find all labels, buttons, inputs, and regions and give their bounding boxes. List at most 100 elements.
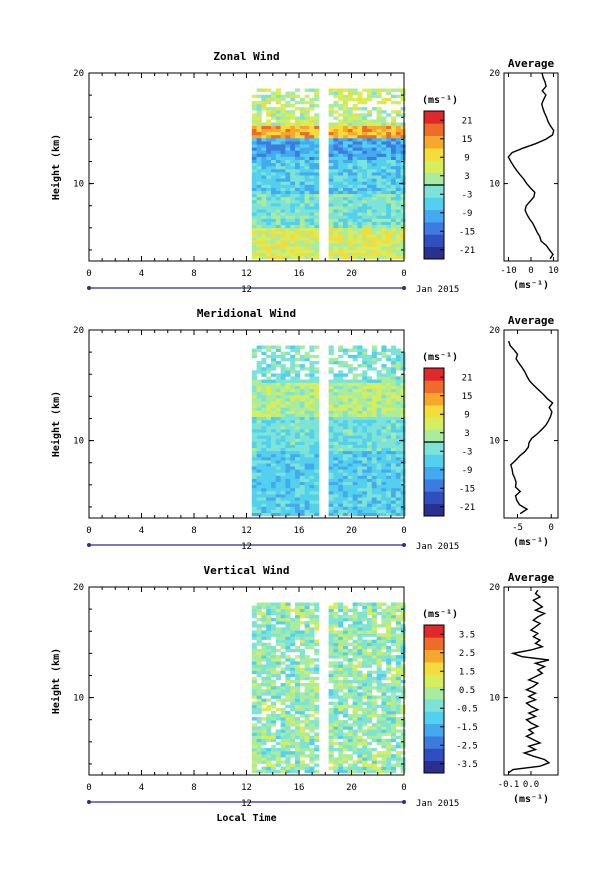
heatmap-cell — [304, 419, 310, 424]
heatmap-cell — [367, 141, 373, 145]
heatmap-cell — [285, 729, 291, 733]
heatmap-cell — [376, 410, 382, 414]
heatmap-cell — [271, 686, 277, 690]
heatmap-cell — [381, 602, 387, 606]
heatmap-cell — [261, 373, 267, 377]
heatmap-cell — [261, 512, 267, 517]
heatmap-cell — [299, 707, 305, 712]
heatmap-cell — [357, 769, 363, 774]
heatmap-cell — [314, 605, 320, 609]
heatmap-cell — [280, 382, 286, 386]
heatmap-cell — [304, 487, 310, 492]
heatmap-cell — [299, 395, 305, 399]
heatmap-cell — [290, 695, 296, 699]
heatmap-cell — [391, 119, 397, 123]
heatmap-cell — [251, 159, 257, 164]
heatmap-cell — [266, 630, 272, 634]
heatmap-cell — [352, 506, 358, 510]
heatmap-cell — [347, 391, 353, 396]
heatmap-cell — [304, 484, 310, 489]
heatmap-cell — [266, 227, 272, 232]
heatmap-cell — [381, 475, 387, 479]
heatmap-cell — [371, 252, 377, 256]
heatmap-cell — [347, 735, 353, 739]
heatmap-cell — [275, 481, 281, 486]
heatmap-cell — [271, 373, 277, 377]
heatmap-cell — [343, 732, 349, 736]
heatmap-cell — [295, 457, 301, 461]
heatmap-cell — [275, 181, 281, 185]
heatmap-cell — [266, 401, 272, 405]
heatmap-cell — [251, 438, 257, 442]
heatmap-cell — [395, 410, 401, 414]
heatmap-cell — [280, 416, 286, 421]
heatmap-cell — [290, 506, 296, 510]
heatmap-cell — [280, 193, 286, 198]
heatmap-cell — [299, 193, 305, 198]
heatmap-cell — [371, 354, 377, 359]
heatmap-cell — [395, 141, 401, 145]
heatmap-cell — [251, 645, 257, 650]
heatmap-cell — [290, 466, 296, 470]
heatmap-cell — [386, 466, 392, 470]
heatmap-cell — [266, 469, 272, 473]
heatmap-cell — [299, 382, 305, 386]
heatmap-cell — [386, 224, 392, 229]
heatmap-cell — [314, 181, 320, 185]
heatmap-cell — [280, 670, 286, 674]
heatmap-cell — [381, 134, 387, 139]
heatmap-cell — [357, 404, 363, 408]
heatmap-cell — [357, 766, 363, 770]
heatmap-cell — [386, 237, 392, 241]
heatmap-cell — [395, 506, 401, 510]
heatmap-cell — [357, 460, 363, 464]
heatmap-cell — [391, 450, 397, 455]
heatmap-cell — [357, 113, 363, 117]
heatmap-cell — [381, 670, 387, 674]
heatmap-cell — [367, 395, 373, 399]
heatmap-cell — [381, 354, 387, 359]
heatmap-cell — [285, 698, 291, 702]
heatmap-cell — [357, 354, 363, 359]
heatmap-cell — [290, 729, 296, 733]
heatmap-cell — [391, 500, 397, 504]
heatmap-cell — [371, 639, 377, 643]
heatmap-cell — [271, 679, 277, 684]
heatmap-cell — [266, 614, 272, 619]
heatmap-cell — [304, 686, 310, 690]
heatmap-cell — [395, 689, 401, 693]
heatmap-cell — [304, 221, 310, 225]
heatmap-cell — [299, 633, 305, 637]
heatmap-cell — [352, 602, 358, 606]
heatmap-cell — [352, 243, 358, 247]
heatmap-cell — [285, 404, 291, 408]
heatmap-cell — [314, 230, 320, 235]
heatmap-cell — [314, 472, 320, 476]
heatmap-cell — [271, 385, 277, 390]
heatmap-cell — [395, 478, 401, 482]
heatmap-cell — [309, 237, 315, 241]
heatmap-cell — [371, 484, 377, 489]
heatmap-cell — [386, 131, 392, 136]
heatmap-cell — [256, 391, 262, 396]
heatmap-cell — [362, 503, 368, 507]
heatmap-cell — [376, 679, 382, 684]
heatmap-cell — [251, 741, 257, 746]
heatmap-cell — [357, 602, 363, 606]
heatmap-cell — [328, 395, 334, 399]
heatmap-cell — [280, 457, 286, 461]
heatmap-cell — [328, 169, 334, 173]
heatmap-cell — [285, 141, 291, 145]
heatmap-cell — [400, 435, 406, 439]
heatmap-cell — [275, 150, 281, 154]
heatmap-cell — [367, 138, 373, 142]
heatmap-cell — [333, 255, 339, 260]
heatmap-cell — [261, 450, 267, 455]
heatmap-cell — [280, 419, 286, 424]
heatmap-cell — [376, 633, 382, 637]
heatmap-cell — [352, 611, 358, 616]
heatmap-cell — [371, 187, 377, 191]
heatmap-cell — [381, 766, 387, 770]
heatmap-cell — [304, 395, 310, 399]
heatmap-cell — [343, 655, 349, 659]
